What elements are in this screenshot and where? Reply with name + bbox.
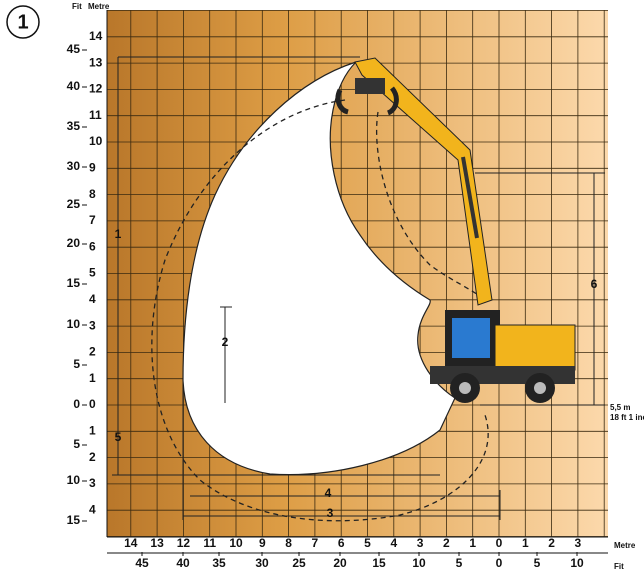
y-metre-label: 13 <box>89 55 103 69</box>
x-feet-label: 5 <box>534 556 541 570</box>
x-metre-label: 10 <box>229 536 243 550</box>
x-feet-label: 40 <box>176 556 190 570</box>
x-metre-label: 8 <box>285 536 292 550</box>
x-feet-label: 10 <box>570 556 584 570</box>
height-note: 18 ft 1 inch <box>610 413 644 422</box>
dimension-label: 1 <box>115 227 122 241</box>
x-feet-label: 5 <box>456 556 463 570</box>
y-metre-label: 2 <box>89 450 96 464</box>
x-metre-label: 4 <box>390 536 397 550</box>
x-metre-label: 1 <box>522 536 529 550</box>
y-metre-label: 5 <box>89 266 96 280</box>
y-feet-label: 5 <box>73 357 80 371</box>
y-metre-label: 4 <box>89 292 96 306</box>
x-feet-label: 20 <box>333 556 347 570</box>
x-feet-label: 15 <box>372 556 386 570</box>
y-metre-label: 9 <box>89 160 96 174</box>
y-metre-label: 3 <box>89 318 96 332</box>
y-feet-label: 5 <box>73 437 80 451</box>
y-metre-label: 8 <box>89 187 96 201</box>
x-feet-label: 0 <box>496 556 503 570</box>
y-feet-label: 0 <box>73 397 80 411</box>
y-feet-label: 35 <box>67 119 81 133</box>
y-feet-label: 10 <box>67 473 81 487</box>
x-feet-label: 30 <box>255 556 269 570</box>
unit-label: Metre <box>614 541 636 550</box>
x-metre-label: 12 <box>177 536 191 550</box>
x-metre-label: 2 <box>548 536 555 550</box>
y-feet-label: 25 <box>67 197 81 211</box>
dimension-label: 5 <box>115 430 122 444</box>
y-feet-label: 20 <box>67 236 81 250</box>
height-note: 5,5 m <box>610 403 630 412</box>
x-metre-label: 9 <box>259 536 266 550</box>
y-feet-label: 15 <box>67 513 81 527</box>
x-metre-label: 3 <box>575 536 582 550</box>
machine <box>335 57 576 403</box>
x-metre-label: 5 <box>364 536 371 550</box>
dimension-lines <box>112 56 605 520</box>
x-feet-label: 35 <box>212 556 226 570</box>
x-metre-label: 6 <box>338 536 345 550</box>
dashed-reach <box>151 99 489 522</box>
working-envelope <box>182 61 456 476</box>
y-metre-label: 7 <box>89 213 96 227</box>
unit-label: Fit <box>614 562 624 571</box>
y-metre-label: 1 <box>89 423 96 437</box>
unit-label: Metre <box>88 2 110 11</box>
x-metre-label: 1 <box>469 536 476 550</box>
dimension-label: 4 <box>325 486 332 500</box>
y-metre-label: 11 <box>89 108 102 122</box>
x-feet-label: 25 <box>292 556 306 570</box>
x-feet-label: 10 <box>412 556 426 570</box>
y-feet-label: 15 <box>67 276 81 290</box>
badge: 1 <box>17 11 28 33</box>
y-metre-label: 2 <box>89 345 96 359</box>
dimension-label: 3 <box>327 506 334 520</box>
y-metre-label: 6 <box>89 239 96 253</box>
y-metre-label: 1 <box>89 371 96 385</box>
x-metre-label: 14 <box>124 536 138 550</box>
unit-label: Fit <box>72 2 82 11</box>
y-feet-label: 30 <box>67 159 81 173</box>
x-metre-label: 2 <box>443 536 450 550</box>
y-metre-label: 3 <box>89 476 96 490</box>
x-feet-label: 45 <box>135 556 149 570</box>
y-metre-label: 14 <box>89 29 103 43</box>
y-metre-label: 12 <box>89 82 103 96</box>
dimension-label: 6 <box>591 277 598 291</box>
y-feet-label: 40 <box>67 79 81 93</box>
dimension-label: 2 <box>222 335 229 349</box>
y-metre-label: 0 <box>89 397 96 411</box>
x-metre-label: 7 <box>312 536 319 550</box>
y-feet-label: 45 <box>67 42 81 56</box>
y-metre-label: 4 <box>89 502 96 516</box>
badge-circle <box>6 5 40 39</box>
y-metre-label: 10 <box>89 134 103 148</box>
x-metre-label: 13 <box>150 536 164 550</box>
x-metre-label: 11 <box>203 536 216 550</box>
y-feet-label: 10 <box>67 317 81 331</box>
x-metre-label: 3 <box>417 536 424 550</box>
x-metre-label: 0 <box>496 536 503 550</box>
